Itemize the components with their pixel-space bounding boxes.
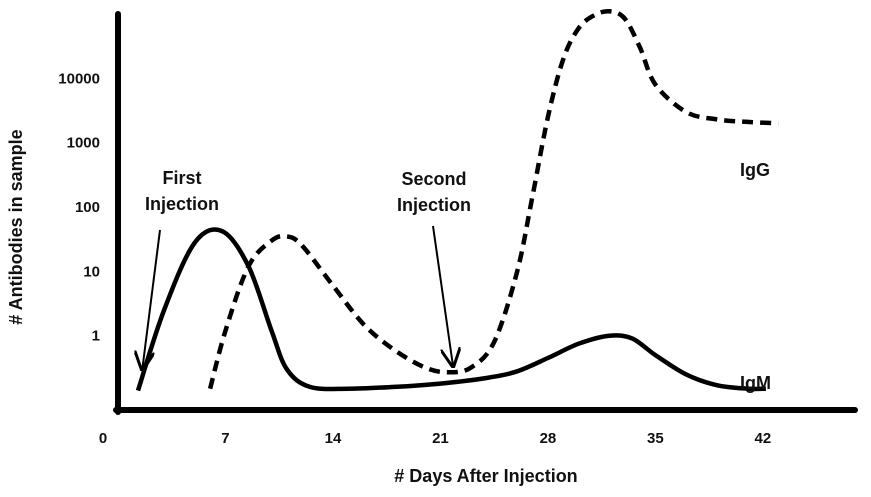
axes <box>113 11 858 415</box>
annotation-first-injection-line2: Injection <box>145 194 219 214</box>
y-axis-title: # Antibodies in sample <box>6 129 26 324</box>
y-tick-label: 1000 <box>67 135 100 152</box>
x-tick-label: 14 <box>325 430 342 447</box>
x-tick-label: 35 <box>647 430 664 447</box>
series-label-igg: IgG <box>740 160 770 180</box>
series-line-igm <box>135 227 766 392</box>
annotation-second-injection-line1: Second <box>401 169 466 189</box>
x-tick-label: 28 <box>540 430 557 447</box>
annotation-second-injection-arrow <box>432 225 453 366</box>
y-tick-label: 10000 <box>58 70 100 87</box>
x-tick-label: 42 <box>755 430 772 447</box>
series-label-igm: IgM <box>740 373 771 393</box>
y-tick-label: 10 <box>83 263 100 280</box>
x-tick-label: 0 <box>99 430 107 447</box>
y-tick-label: 1 <box>92 328 100 345</box>
y-tick-label: 100 <box>75 199 100 216</box>
x-axis-title: # Days After Injection <box>394 466 577 486</box>
series-layer <box>135 8 779 392</box>
labels-layer: 0 7 14 21 28 35 42 1 10 100 1000 10000 # Days After … <box>6 70 771 486</box>
series-line-igg <box>207 8 779 390</box>
x-tick-label: 7 <box>221 430 229 447</box>
annotation-first-injection-line1: First <box>162 168 201 188</box>
annotation-first-injection-arrow <box>142 229 161 369</box>
annotation-second-injection-line2: Injection <box>397 195 471 215</box>
x-tick-label: 21 <box>432 430 449 447</box>
